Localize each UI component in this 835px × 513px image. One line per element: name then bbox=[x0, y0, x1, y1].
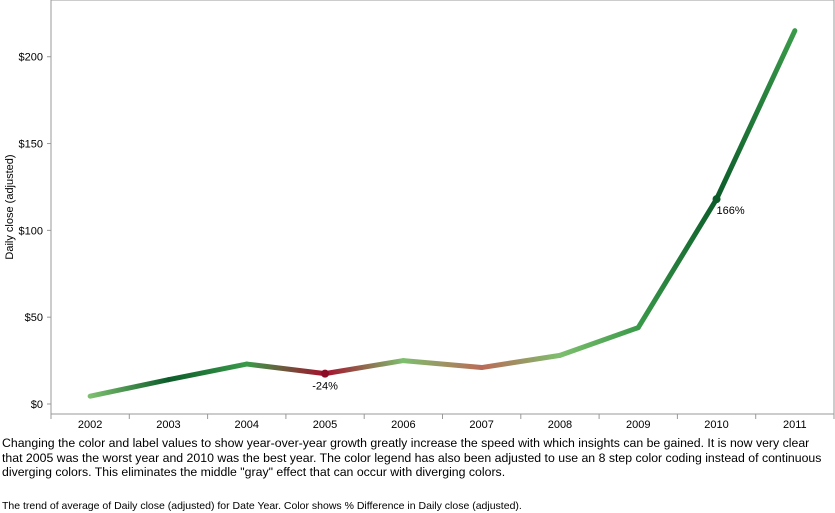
point-markers bbox=[321, 195, 721, 378]
x-tick-label: 2005 bbox=[313, 419, 337, 431]
y-tick-label: $100 bbox=[19, 225, 43, 237]
line-segment-2007-2008 bbox=[479, 352, 563, 371]
line-segment-2004-2005 bbox=[244, 361, 328, 377]
line-series bbox=[87, 28, 798, 399]
x-axis: 2002 2003 2004 2005 2006 2007 2008 2009 2010 2011 bbox=[50, 414, 835, 431]
line-segment-2008-2009 bbox=[557, 325, 641, 358]
data-point-2005 bbox=[321, 369, 330, 378]
data-point-2010 bbox=[712, 195, 721, 204]
x-tick-label: 2003 bbox=[156, 419, 180, 431]
chart-caption: The trend of average of Daily close (adj… bbox=[2, 500, 522, 512]
y-tick-label: $200 bbox=[19, 52, 43, 64]
x-tick-label: 2002 bbox=[78, 419, 102, 431]
chart-description: Changing the color and label values to s… bbox=[2, 436, 822, 479]
y-axis: $0 $50 $100 $150 $200 bbox=[19, 52, 51, 411]
y-tick-label: $150 bbox=[19, 139, 43, 151]
y-tick-label: $0 bbox=[31, 399, 43, 411]
x-tick-label: 2006 bbox=[391, 419, 415, 431]
x-tick-label: 2004 bbox=[235, 419, 259, 431]
point-label-2010: 166% bbox=[717, 205, 745, 217]
line-segment-2006-2007 bbox=[400, 358, 485, 371]
point-labels: -24% 166% bbox=[312, 205, 745, 393]
line-segment-2009-2010 bbox=[635, 196, 720, 331]
x-tick-label: 2010 bbox=[704, 419, 728, 431]
x-tick-label: 2007 bbox=[469, 419, 493, 431]
y-axis-title: Daily close (adjusted) bbox=[4, 154, 16, 259]
line-segment-2003-2004 bbox=[165, 361, 250, 383]
line-chart: Daily close (adjusted) $0 $50 $100 $150 $200… bbox=[4, 0, 835, 431]
line-segment-2005-2006 bbox=[322, 358, 406, 377]
line-segment-2010-2011 bbox=[714, 28, 798, 202]
x-tick-label: 2011 bbox=[783, 419, 807, 431]
x-tick-label: 2008 bbox=[548, 419, 572, 431]
point-label-2005: -24% bbox=[312, 381, 338, 393]
y-tick-label: $50 bbox=[25, 312, 43, 324]
line-segment-2002-2003 bbox=[87, 377, 171, 399]
x-tick-label: 2009 bbox=[626, 419, 650, 431]
